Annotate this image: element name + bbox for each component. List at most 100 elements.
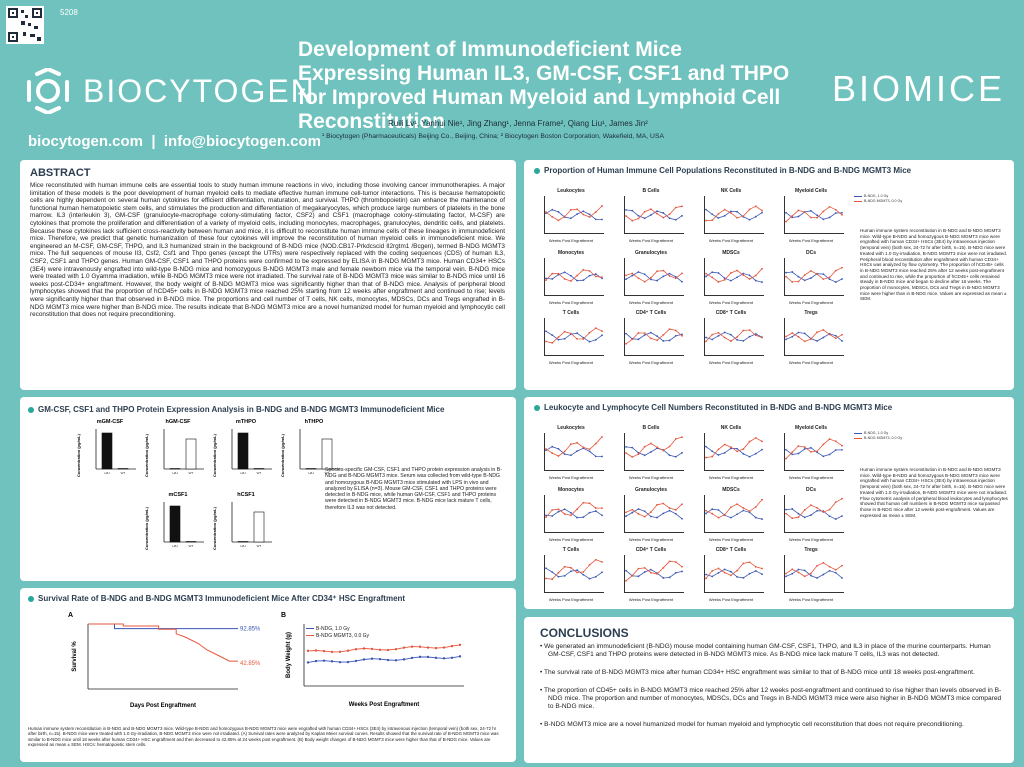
mini-series-line: [545, 269, 603, 282]
mini-series-line: [705, 446, 763, 458]
mini-chart-plot: [705, 561, 763, 580]
survival-panel-label-b: B: [281, 612, 287, 619]
mini-series-point: [754, 565, 757, 568]
mini-series-point: [797, 280, 800, 283]
mini-series-point: [717, 217, 720, 219]
abstract-body: Mice reconstituted with human immune cel…: [30, 182, 505, 319]
mini-series-point: [662, 340, 665, 342]
mini-chart-title: DCs: [805, 487, 816, 493]
mini-series-point: [705, 445, 707, 448]
mini-series-line: [625, 503, 683, 518]
mini-series-point: [601, 561, 603, 563]
mini-series-point: [649, 278, 652, 281]
mini-series-point: [841, 333, 843, 336]
mini-series-point: [588, 213, 591, 216]
mini-series-point: [576, 274, 579, 277]
mini-series-point: [711, 271, 714, 274]
mini-series-point: [834, 337, 837, 340]
mini-series-point: [803, 575, 806, 578]
chart-legend: B-NDG, 1.0 Gy B-NDG MGMT3, 0.0 Gy: [854, 431, 902, 441]
mini-series-point: [569, 217, 572, 220]
mini-series-point: [748, 572, 751, 575]
mini-series-point: [754, 205, 757, 208]
mini-series-point: [803, 516, 806, 519]
mini-chart: Myeloid Cells Weeks Post Engraftment: [776, 425, 846, 480]
mini-series-point: [729, 574, 732, 577]
mini-series-point: [797, 215, 800, 218]
elisa-bar: [253, 511, 265, 543]
mini-series-point: [828, 438, 831, 440]
mini-chart-title: Tregs: [804, 547, 818, 553]
mini-series-point: [803, 211, 806, 214]
mini-series-line: [545, 508, 603, 519]
mini-series-point: [649, 515, 652, 518]
mini-series-point: [588, 511, 591, 514]
mini-series-point: [601, 514, 603, 517]
mini-series-point: [822, 278, 825, 281]
conclusions-list: • We generated an immunodeficient (B-NDG…: [538, 643, 1004, 739]
proportion-caption: Human immune system reconstitution in B-…: [860, 228, 1008, 302]
brand-name-right: BIOMICE: [832, 68, 1006, 109]
mini-series-point: [809, 209, 812, 212]
mini-series-point: [557, 571, 560, 574]
survival-xlabel: Days Post Engraftment: [130, 703, 196, 709]
mini-series-point: [729, 210, 732, 213]
mini-series-point: [551, 445, 554, 448]
mini-series-point: [809, 504, 812, 507]
mini-series-point: [601, 330, 603, 333]
contact-line[interactable]: biocytogen.com | info@biocytogen.com: [28, 133, 322, 150]
mini-series-point: [785, 457, 787, 460]
mini-series-point: [637, 508, 640, 510]
mini-series-point: [809, 450, 812, 453]
mini-series-point: [816, 214, 819, 217]
mini-series-point: [557, 508, 560, 511]
mini-series-point: [791, 332, 794, 334]
mini-series-point: [601, 435, 603, 438]
mini-series-line: [705, 568, 763, 579]
mini-chart-xlabel: Weeks Post Engraftment: [628, 300, 674, 305]
mini-series-point: [662, 502, 665, 505]
legend-entry: B-NDG, 1.0 Gy: [316, 626, 350, 632]
mini-series-point: [656, 279, 659, 282]
mini-series-point: [625, 274, 627, 277]
mini-series-point: [656, 516, 659, 519]
mini-series-point: [803, 509, 806, 511]
mini-series-point: [723, 277, 726, 280]
mini-chart-xlabel: Weeks Post Engraftment: [708, 597, 754, 602]
abstract-panel: ABSTRACT Mice reconstituted with human i…: [20, 160, 516, 390]
mini-chart-xlabel: Weeks Post Engraftment: [548, 238, 594, 243]
mini-series-point: [674, 275, 677, 278]
mini-series-point: [841, 497, 843, 500]
mini-chart: Granulocytes Weeks Post Engraftment: [616, 250, 686, 305]
mini-chart-axes: [704, 258, 764, 296]
mini-series-point: [729, 570, 732, 573]
elisa-xtick: H/H: [308, 471, 313, 475]
weight-line: [307, 655, 461, 663]
mini-series-point: [785, 575, 787, 578]
mini-series-point: [637, 214, 640, 217]
elisa-bar: [169, 505, 181, 543]
elisa-ylabel: Concentration (pg/mL): [280, 434, 285, 477]
mini-series-line: [545, 446, 603, 457]
mini-series-point: [582, 213, 585, 216]
mini-series-point: [797, 452, 800, 455]
qr-code: [6, 6, 44, 44]
mini-chart-xlabel: Weeks Post Engraftment: [788, 238, 834, 243]
mini-series-point: [809, 446, 812, 449]
mini-chart: DCs Weeks Post Engraftment: [776, 250, 846, 305]
mini-series-point: [588, 331, 591, 334]
mini-series-point: [828, 216, 831, 219]
mini-series-point: [601, 334, 603, 337]
elisa-xtick: H/H: [240, 471, 245, 475]
mini-series-point: [569, 511, 572, 514]
mini-series-line: [625, 328, 683, 345]
mini-series-point: [705, 272, 707, 275]
mini-series-point: [803, 279, 806, 282]
elisa-ylabel: Concentration (pg/mL): [76, 434, 81, 477]
mini-chart-plot: [545, 501, 603, 519]
mini-chart-axes: [704, 196, 764, 234]
mini-series-point: [803, 448, 806, 450]
mini-series-point: [803, 332, 806, 335]
mini-chart-xlabel: Weeks Post Engraftment: [548, 475, 594, 480]
mini-series-point: [717, 331, 720, 334]
